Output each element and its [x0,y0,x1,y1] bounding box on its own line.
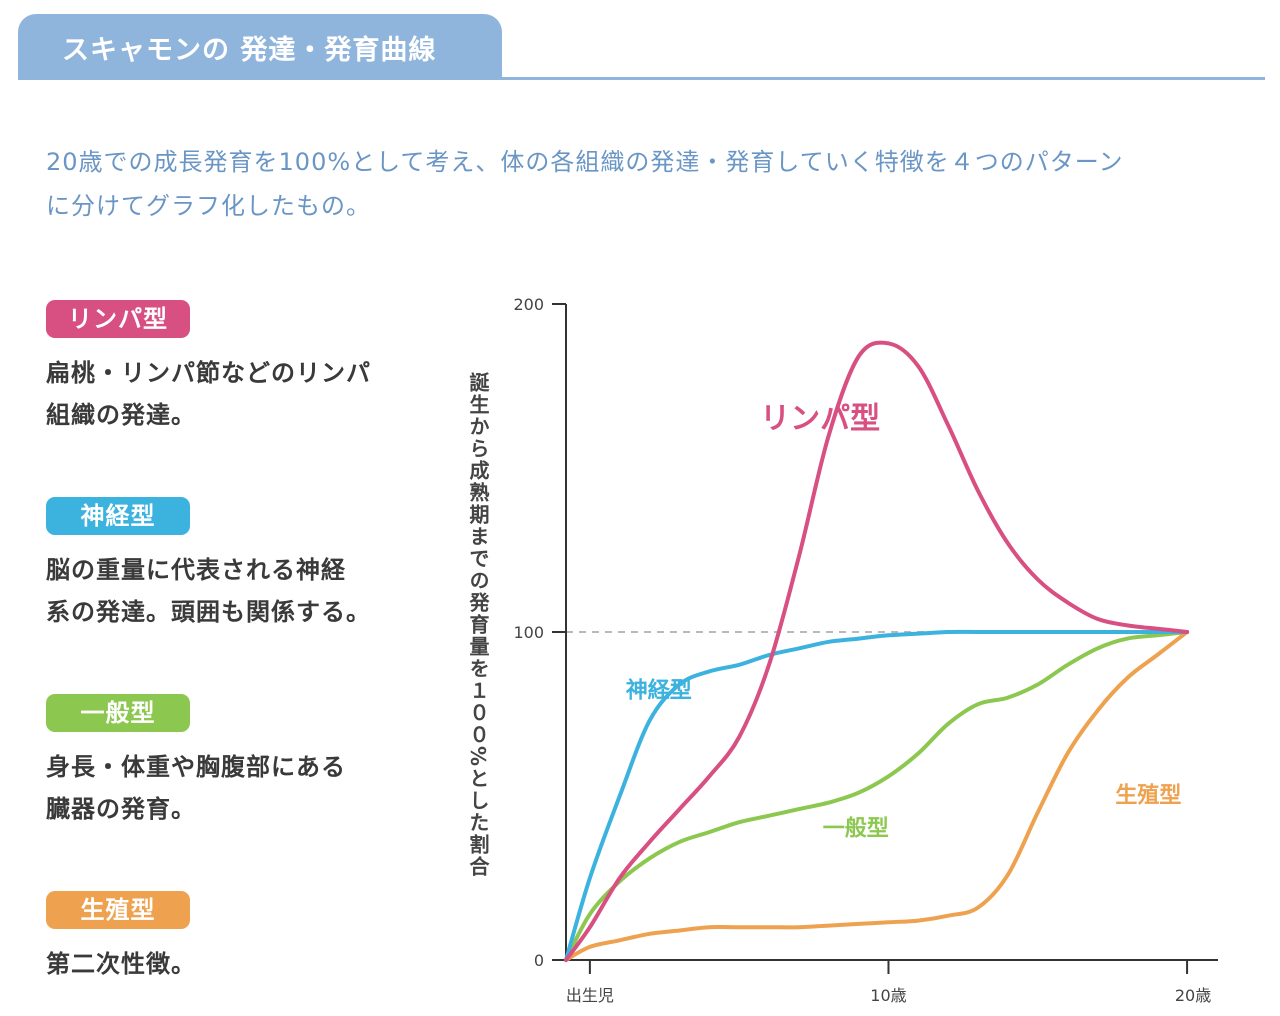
badge-neural: 神経型 [46,497,190,535]
badge-reproductive: 生殖型 [46,891,190,929]
description: 20歳での成長発育を100%として考え、体の各組織の発達・発育していく特徴を４つ… [46,140,1246,228]
x-tick-label-1: 10歳 [870,986,906,1005]
series-line-general [564,630,1190,962]
type-block-lymph: リンパ型 扁桃・リンパ節などのリンパ 組織の発達。 [46,300,426,436]
y-tick-label-1: 100 [513,623,544,642]
y-tick-label-0: 0 [534,951,544,970]
x-tick-label-2: 20歳 [1175,986,1211,1005]
series-label-general: 一般型 [823,815,889,841]
page-title: スキャモンの 発達・発育曲線 [62,35,437,66]
type-desc-lymph-line-2: 組織の発達。 [46,401,196,429]
type-desc-general: 身長・体重や胸腹部にある 臓器の発育。 [46,746,426,830]
type-desc-general-line-2: 臓器の発育。 [46,795,196,823]
y-tick-label-2: 200 [513,295,544,314]
type-desc-neural-line-2: 系の発達。頭囲も関係する。 [46,598,371,626]
description-line-1: 20歳での成長発育を100%として考え、体の各組織の発達・発育していく特徴を４つ… [46,148,1124,176]
type-desc-general-line-1: 身長・体重や胸腹部にある [46,753,346,781]
badge-lymph: リンパ型 [46,300,190,338]
title-tab [18,14,502,80]
series-line-neural [564,629,1190,962]
type-desc-neural: 脳の重量に代表される神経 系の発達。頭囲も関係する。 [46,549,426,633]
type-desc-lymph-line-1: 扁桃・リンパ節などのリンパ [46,359,371,387]
series-label-lymph: リンパ型 [760,402,880,437]
type-block-neural: 神経型 脳の重量に代表される神経 系の発達。頭囲も関係する。 [46,497,426,633]
series-label-neural: 神経型 [626,678,692,704]
x-tick-label-0: 出生児 [566,986,614,1005]
type-block-reproductive: 生殖型 第二次性徴。 [46,891,426,985]
type-desc-reproductive-line-1: 第二次性徴。 [46,950,196,978]
type-desc-lymph: 扁桃・リンパ節などのリンパ 組織の発達。 [46,352,426,436]
y-axis-label: 誕生から成熟期までの発育量を１００%とした割合 [466,372,490,879]
title-underline [18,77,1265,80]
description-line-2: に分けてグラフ化したもの。 [46,192,371,220]
badge-general: 一般型 [46,694,190,732]
type-desc-reproductive: 第二次性徴。 [46,943,426,985]
type-block-general: 一般型 身長・体重や胸腹部にある 臓器の発育。 [46,694,426,830]
series-line-lymph [564,340,1190,962]
series-line-reproductive [564,630,1190,962]
type-desc-neural-line-1: 脳の重量に代表される神経 [46,556,346,584]
series-label-reproductive: 生殖型 [1115,783,1181,809]
